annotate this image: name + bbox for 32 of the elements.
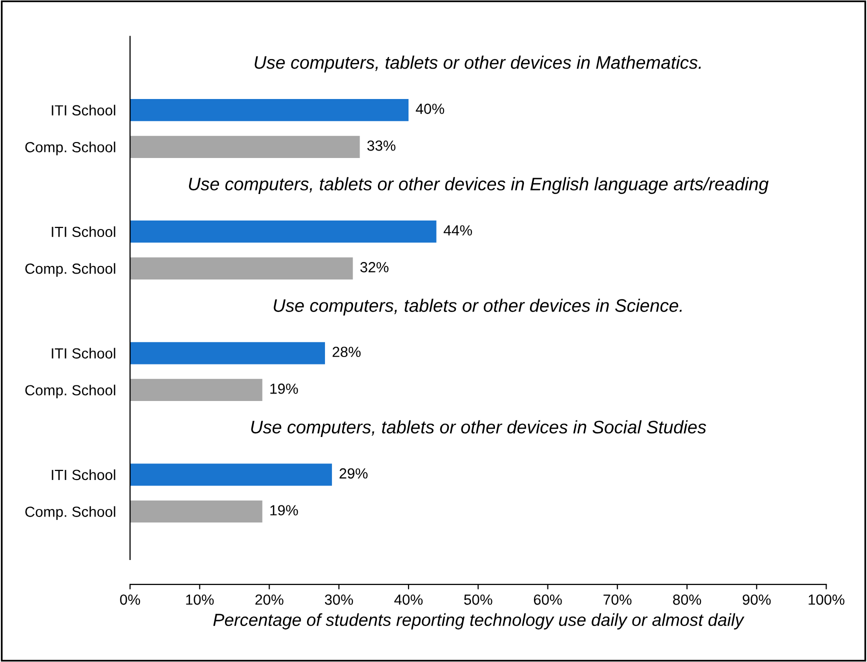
data-label: 33% (367, 140, 396, 151)
x-tick-label: 30% (324, 594, 353, 605)
data-label: 40% (416, 104, 444, 114)
y-tick-label: ITI School (52, 104, 116, 116)
x-tick-label: 70% (604, 594, 632, 605)
data-label: 19% (270, 384, 298, 394)
y-tick-label: ITI School (52, 348, 116, 359)
y-tick-label: ITI School (52, 469, 116, 480)
x-axis-title: Percentage of students reporting technology use daily or almost daily (213, 613, 744, 630)
y-tick-label: Comp. School (25, 384, 116, 398)
annotation: Use computers, tablets or other devices in Mathematics. (254, 56, 701, 72)
x-tick-label: 50% (464, 594, 492, 605)
x-tick-label: 100% (808, 594, 844, 605)
x-tick-label: 60% (534, 594, 562, 605)
x-tick-label: 90% (742, 594, 771, 605)
data-label: 28% (332, 346, 361, 358)
x-tick-label: 10% (186, 594, 214, 605)
y-tick-label: Comp. School (25, 506, 116, 520)
annotation: Use computers, tablets or other devices in Social Studies (251, 420, 706, 438)
data-label: 29% (340, 468, 368, 479)
data-label: 44% (444, 225, 472, 236)
x-tick-label: 0% (120, 594, 140, 605)
data-label: 19% (270, 505, 298, 516)
x-tick-label: 20% (255, 594, 284, 605)
y-tick-label: ITI School (52, 226, 116, 238)
y-tick-label: Comp. School (25, 263, 116, 277)
x-tick-label: 80% (673, 594, 702, 605)
y-tick-label: Comp. School (25, 142, 116, 156)
data-label: 32% (360, 262, 388, 272)
x-tick-label: 40% (394, 594, 423, 605)
annotation: Use computers, tablets or other devices in English language arts/reading (188, 177, 769, 194)
annotation: Use computers, tablets or other devices in Science. (274, 298, 682, 316)
